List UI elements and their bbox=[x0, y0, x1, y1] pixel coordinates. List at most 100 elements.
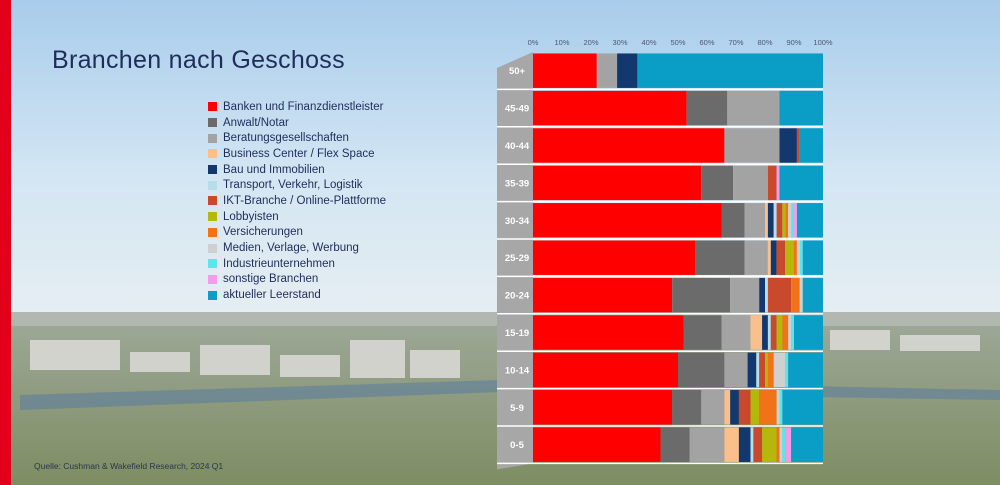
legend-label: Business Center / Flex Space bbox=[223, 147, 375, 160]
floor-label: 10-14 bbox=[505, 365, 530, 376]
legend-label: Anwalt/Notar bbox=[223, 116, 289, 129]
bar-segment bbox=[533, 427, 661, 462]
bar-segment bbox=[773, 352, 786, 388]
floor-label: 40-44 bbox=[505, 141, 530, 152]
floor-label: 0-5 bbox=[510, 440, 524, 451]
x-tick-label: 80% bbox=[757, 38, 772, 47]
legend-item: aktueller Leerstand bbox=[208, 287, 386, 303]
bar-segment bbox=[744, 240, 768, 275]
bar-segment bbox=[782, 390, 823, 425]
bar-segment bbox=[782, 427, 786, 462]
bar-segment bbox=[750, 315, 763, 350]
legend-item: Beratungsgesellschaften bbox=[208, 130, 386, 146]
legend-item: sonstige Branchen bbox=[208, 272, 386, 288]
bar-segment bbox=[770, 240, 777, 275]
bar-segment bbox=[796, 128, 800, 163]
bar-segment bbox=[721, 203, 745, 238]
bar-segment bbox=[762, 427, 777, 462]
bar-segment bbox=[788, 352, 823, 388]
bar-segment bbox=[779, 90, 823, 126]
bar-segment bbox=[767, 165, 777, 201]
legend-label: Industrieunternehmen bbox=[223, 257, 335, 270]
bar-segment bbox=[776, 240, 786, 275]
bar-segment bbox=[796, 203, 823, 238]
floor-label: 35-39 bbox=[505, 178, 529, 189]
floor-label: 45-49 bbox=[505, 104, 529, 115]
legend-swatch bbox=[208, 290, 217, 300]
legend-item: Banken und Finanzdienstleister bbox=[208, 99, 386, 115]
legend-swatch bbox=[208, 212, 217, 222]
legend-label: sonstige Branchen bbox=[223, 273, 319, 286]
legend-label: Medien, Verlage, Werbung bbox=[223, 242, 359, 255]
legend-swatch bbox=[208, 165, 217, 175]
bar-segment bbox=[660, 427, 690, 462]
floor-label: 25-29 bbox=[505, 253, 529, 264]
bar-segment bbox=[785, 203, 789, 238]
floor-label: 15-19 bbox=[505, 328, 529, 339]
bar-segment bbox=[683, 315, 722, 350]
bar-segment bbox=[747, 352, 757, 388]
bar-segment bbox=[701, 165, 734, 201]
legend-swatch bbox=[208, 274, 217, 284]
legend-item: Bau und Immobilien bbox=[208, 162, 386, 178]
bar-segment bbox=[596, 53, 618, 88]
bar-segment bbox=[744, 203, 765, 238]
bar-segment bbox=[724, 128, 780, 163]
bar-segment bbox=[791, 203, 794, 238]
legend-swatch bbox=[208, 196, 217, 206]
legend-item: Industrieunternehmen bbox=[208, 256, 386, 272]
legend-swatch bbox=[208, 227, 217, 237]
bar-segment bbox=[672, 277, 731, 313]
bar-segment bbox=[738, 427, 751, 462]
legend-label: Banken und Finanzdienstleister bbox=[223, 100, 384, 113]
bar-segment bbox=[753, 427, 763, 462]
legend-item: Business Center / Flex Space bbox=[208, 146, 386, 162]
bar-segment bbox=[759, 352, 765, 388]
bar-segment bbox=[767, 240, 771, 275]
legend-swatch bbox=[208, 243, 217, 253]
bar-segment bbox=[785, 427, 792, 462]
legend-swatch bbox=[208, 149, 217, 159]
bar-segment bbox=[773, 203, 777, 238]
bar-segment bbox=[799, 277, 803, 313]
bar-segment bbox=[727, 90, 780, 126]
bar-segment bbox=[791, 427, 823, 462]
legend-label: Beratungsgesellschaften bbox=[223, 132, 349, 145]
bar-segment bbox=[750, 390, 760, 425]
bar-segment bbox=[779, 427, 783, 462]
bar-segment bbox=[617, 53, 638, 88]
accent-bar bbox=[0, 0, 11, 485]
bar-segment bbox=[672, 390, 702, 425]
legend-swatch bbox=[208, 118, 217, 128]
chart-legend: Banken und Finanzdienstleister Anwalt/Not… bbox=[208, 99, 386, 303]
bar-segment bbox=[765, 277, 768, 313]
bar-segment bbox=[782, 203, 786, 238]
bar-segment bbox=[678, 352, 725, 388]
bar-segment bbox=[689, 427, 725, 462]
floor-label-column bbox=[497, 52, 533, 470]
floor-label: 20-24 bbox=[505, 291, 530, 302]
bar-segment bbox=[791, 315, 794, 350]
bar-segment bbox=[730, 277, 760, 313]
floor-label: 5-9 bbox=[510, 403, 524, 414]
legend-label: Bau und Immobilien bbox=[223, 163, 325, 176]
bar-segment bbox=[533, 90, 687, 126]
bar-segment bbox=[799, 240, 803, 275]
bar-segment bbox=[794, 240, 797, 275]
floor-label: 50+ bbox=[509, 66, 526, 77]
bar-segment bbox=[533, 352, 678, 388]
x-tick-label: 10% bbox=[554, 38, 569, 47]
legend-item: Lobbyisten bbox=[208, 209, 386, 225]
legend-item: Transport, Verkehr, Logistik bbox=[208, 177, 386, 193]
x-tick-label: 100% bbox=[813, 38, 833, 47]
bar-segment bbox=[776, 390, 780, 425]
bar-segment bbox=[701, 390, 725, 425]
bar-segment bbox=[791, 277, 800, 313]
bar-segment bbox=[799, 128, 823, 163]
bar-segment bbox=[765, 203, 768, 238]
x-tick-label: 30% bbox=[612, 38, 627, 47]
bar-segment bbox=[533, 315, 684, 350]
bar-segment bbox=[788, 203, 792, 238]
chart-title: Branchen nach Geschoss bbox=[52, 46, 345, 74]
